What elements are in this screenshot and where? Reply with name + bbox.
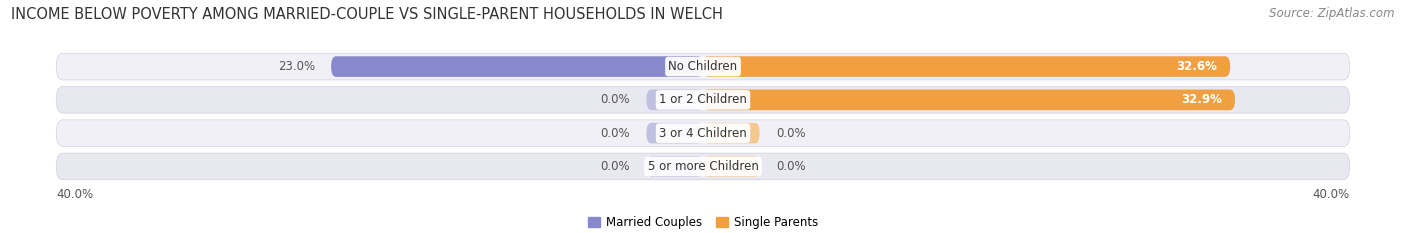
FancyBboxPatch shape <box>56 53 1350 80</box>
FancyBboxPatch shape <box>703 89 1234 110</box>
FancyBboxPatch shape <box>703 123 759 144</box>
FancyBboxPatch shape <box>647 156 703 177</box>
Text: 0.0%: 0.0% <box>600 127 630 140</box>
Text: 0.0%: 0.0% <box>776 127 806 140</box>
Text: 23.0%: 23.0% <box>278 60 315 73</box>
Text: 40.0%: 40.0% <box>1313 188 1350 201</box>
Legend: Married Couples, Single Parents: Married Couples, Single Parents <box>583 211 823 233</box>
FancyBboxPatch shape <box>703 156 759 177</box>
FancyBboxPatch shape <box>647 123 703 144</box>
Text: 0.0%: 0.0% <box>776 160 806 173</box>
Text: 0.0%: 0.0% <box>600 160 630 173</box>
FancyBboxPatch shape <box>647 89 703 110</box>
Text: 40.0%: 40.0% <box>56 188 93 201</box>
Text: 0.0%: 0.0% <box>600 93 630 106</box>
Text: 32.9%: 32.9% <box>1181 93 1222 106</box>
FancyBboxPatch shape <box>703 56 1230 77</box>
Text: INCOME BELOW POVERTY AMONG MARRIED-COUPLE VS SINGLE-PARENT HOUSEHOLDS IN WELCH: INCOME BELOW POVERTY AMONG MARRIED-COUPL… <box>11 7 723 22</box>
FancyBboxPatch shape <box>56 153 1350 180</box>
Text: No Children: No Children <box>668 60 738 73</box>
FancyBboxPatch shape <box>56 120 1350 147</box>
Text: 32.6%: 32.6% <box>1177 60 1218 73</box>
Text: 3 or 4 Children: 3 or 4 Children <box>659 127 747 140</box>
Text: 5 or more Children: 5 or more Children <box>648 160 758 173</box>
Text: Source: ZipAtlas.com: Source: ZipAtlas.com <box>1270 7 1395 20</box>
Text: 1 or 2 Children: 1 or 2 Children <box>659 93 747 106</box>
FancyBboxPatch shape <box>56 86 1350 113</box>
FancyBboxPatch shape <box>332 56 703 77</box>
